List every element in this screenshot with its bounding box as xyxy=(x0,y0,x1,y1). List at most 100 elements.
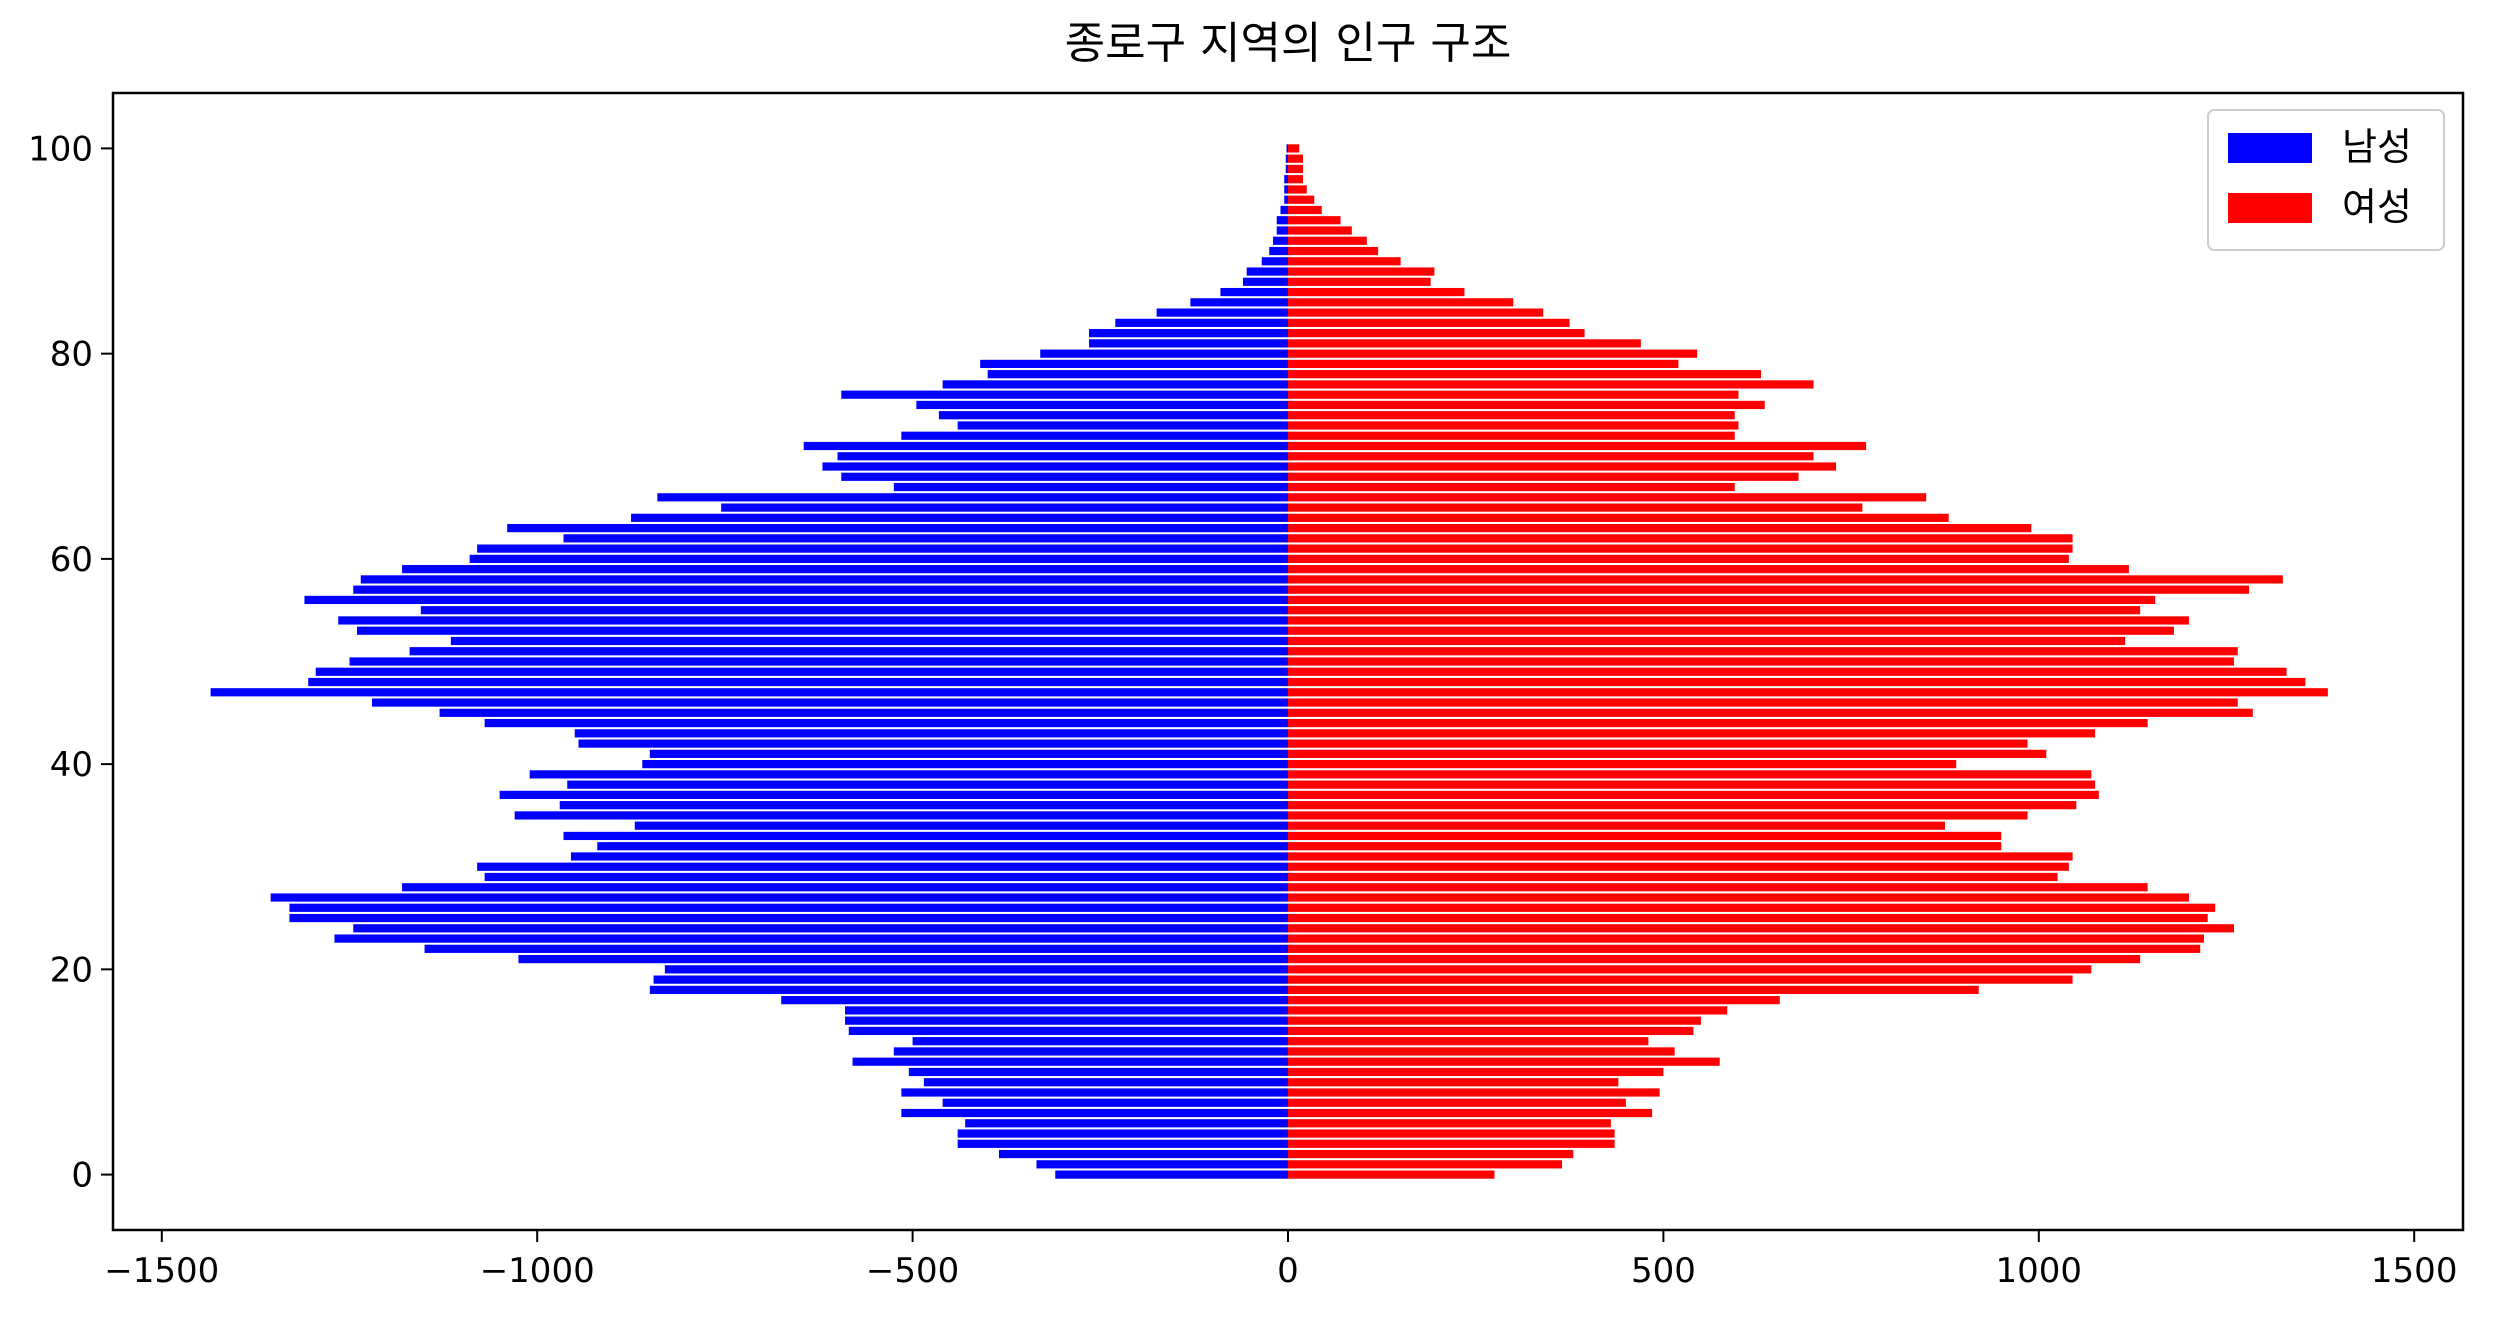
bar-male-age-63 xyxy=(507,523,1289,533)
bars-layer xyxy=(210,144,2328,1179)
bar-female-age-46 xyxy=(1288,698,2238,707)
bar-female-age-3 xyxy=(1288,1139,1615,1148)
bar-male-age-90 xyxy=(1269,246,1288,256)
bar-female-age-25 xyxy=(1288,913,2208,923)
bar-male-age-18 xyxy=(649,985,1288,994)
bar-female-age-16 xyxy=(1288,1006,1728,1015)
bar-female-age-13 xyxy=(1288,1037,1649,1046)
bar-male-age-94 xyxy=(1280,205,1288,215)
bar-female-age-68 xyxy=(1288,472,1799,481)
bar-female-age-43 xyxy=(1288,729,2096,738)
bar-male-age-32 xyxy=(597,842,1288,851)
bar-female-age-70 xyxy=(1288,452,1814,461)
bar-female-age-7 xyxy=(1288,1098,1626,1107)
bar-male-age-98 xyxy=(1285,164,1288,174)
bar-male-age-4 xyxy=(957,1129,1288,1138)
bar-female-age-58 xyxy=(1288,575,2283,584)
bar-male-age-88 xyxy=(1246,267,1288,276)
bar-female-age-29 xyxy=(1288,872,2058,882)
bar-male-age-29 xyxy=(484,872,1288,882)
bar-male-age-11 xyxy=(852,1057,1288,1066)
bar-female-age-88 xyxy=(1288,267,1435,276)
bar-male-age-19 xyxy=(653,975,1288,984)
bar-male-age-20 xyxy=(664,965,1288,974)
bar-male-age-9 xyxy=(923,1078,1288,1087)
bar-male-age-70 xyxy=(837,452,1288,461)
bar-male-age-92 xyxy=(1276,226,1288,235)
bar-female-age-1 xyxy=(1288,1160,1563,1169)
bar-female-age-18 xyxy=(1288,985,1979,994)
bar-female-age-65 xyxy=(1288,503,1863,512)
bar-female-age-59 xyxy=(1288,565,2129,574)
x-axis: −1500 −1000 −500 0 500 1000 1500 xyxy=(104,1230,2457,1291)
bar-male-age-34 xyxy=(634,821,1288,830)
bar-male-age-74 xyxy=(938,411,1288,420)
bar-male-age-93 xyxy=(1276,216,1288,225)
bar-male-age-7 xyxy=(942,1098,1288,1107)
bar-male-age-2 xyxy=(998,1149,1288,1159)
x-tick-label: −1000 xyxy=(480,1251,595,1291)
bar-male-age-49 xyxy=(315,667,1288,676)
legend-label-male: 남성 xyxy=(2342,125,2412,169)
legend-swatch-female xyxy=(2228,193,2312,223)
bar-male-age-37 xyxy=(499,790,1288,800)
bar-female-age-47 xyxy=(1288,688,2328,697)
x-tick-label: −500 xyxy=(866,1251,959,1291)
bar-female-age-84 xyxy=(1288,308,1544,317)
bar-male-age-95 xyxy=(1284,195,1288,204)
bar-female-age-48 xyxy=(1288,677,2306,687)
bar-female-age-6 xyxy=(1288,1108,1653,1118)
bar-male-age-64 xyxy=(631,513,1288,522)
bar-male-age-59 xyxy=(402,565,1288,574)
bar-female-age-63 xyxy=(1288,523,2032,533)
bar-male-age-23 xyxy=(334,934,1289,943)
bar-male-age-43 xyxy=(574,729,1288,738)
bar-female-age-19 xyxy=(1288,975,2073,984)
bar-female-age-35 xyxy=(1288,811,2028,820)
bar-female-age-5 xyxy=(1288,1119,1611,1128)
x-tick-label: 1000 xyxy=(1996,1251,2083,1291)
bar-female-age-80 xyxy=(1288,349,1698,358)
bar-female-age-92 xyxy=(1288,226,1352,235)
bar-male-age-13 xyxy=(912,1037,1288,1046)
bar-male-age-58 xyxy=(360,575,1289,584)
bar-female-age-64 xyxy=(1288,513,1949,522)
bar-female-age-91 xyxy=(1288,236,1367,245)
bar-female-age-55 xyxy=(1288,606,2141,615)
bar-female-age-44 xyxy=(1288,718,2148,728)
legend: 남성 여성 xyxy=(2207,109,2445,251)
bar-female-age-60 xyxy=(1288,554,2069,563)
bar-female-age-27 xyxy=(1288,893,2189,902)
x-tick-label: 500 xyxy=(1631,1251,1696,1291)
bar-female-age-85 xyxy=(1288,298,1514,307)
bar-female-age-99 xyxy=(1288,154,1304,163)
bar-male-age-55 xyxy=(420,606,1288,615)
bar-male-age-72 xyxy=(901,431,1288,440)
bar-male-age-99 xyxy=(1285,154,1288,163)
bar-female-age-23 xyxy=(1288,934,2204,943)
bar-female-age-33 xyxy=(1288,831,2002,841)
bar-female-age-83 xyxy=(1288,318,1570,327)
bar-male-age-66 xyxy=(657,493,1288,502)
bar-female-age-24 xyxy=(1288,924,2235,933)
bar-male-age-47 xyxy=(210,688,1288,697)
bar-male-age-85 xyxy=(1190,298,1288,307)
bar-male-age-51 xyxy=(409,647,1288,656)
bar-female-age-56 xyxy=(1288,595,2156,605)
bar-female-age-2 xyxy=(1288,1149,1574,1159)
bar-male-age-15 xyxy=(845,1016,1288,1025)
bar-male-age-68 xyxy=(841,472,1288,481)
bar-male-age-24 xyxy=(353,924,1288,933)
bar-male-age-28 xyxy=(402,883,1288,892)
bar-male-age-16 xyxy=(845,1006,1288,1015)
bar-male-age-38 xyxy=(567,780,1288,789)
bar-female-age-39 xyxy=(1288,770,2092,779)
bar-female-age-62 xyxy=(1288,534,2073,543)
bar-male-age-96 xyxy=(1284,185,1288,194)
bar-female-age-73 xyxy=(1288,421,1739,430)
bar-male-age-31 xyxy=(570,852,1288,861)
y-tick-label: 0 xyxy=(71,1156,93,1196)
x-tick-label: 1500 xyxy=(2371,1251,2458,1291)
y-axis: 0 20 40 60 80 100 xyxy=(28,129,113,1196)
